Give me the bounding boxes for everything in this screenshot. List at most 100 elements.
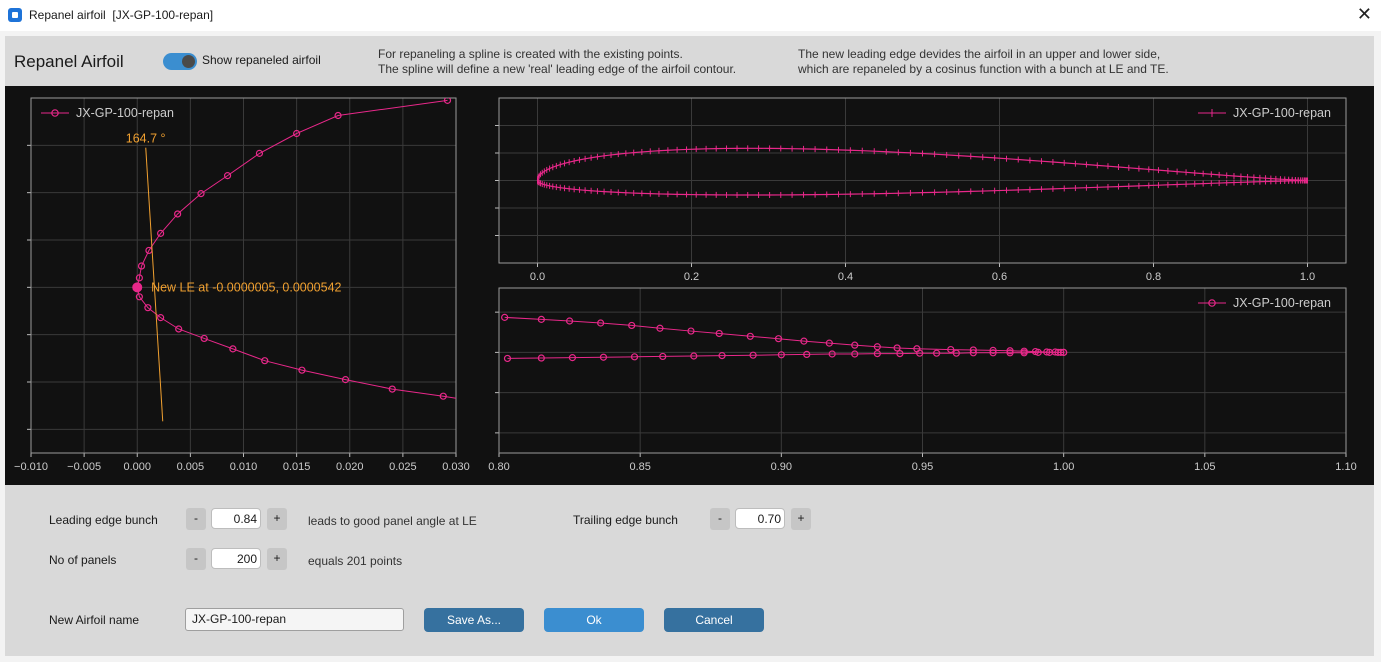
te-upper-point <box>501 313 509 321</box>
panels-minus-button[interactable]: - <box>186 548 206 570</box>
te-lower-point <box>690 352 698 360</box>
te-plot-xtick-label: 1.00 <box>1053 461 1074 473</box>
te-lower-point <box>851 350 859 358</box>
plot-area: −0.010 −0.005 0.000 0.005 0.010 0.015 0.020 0.0… <box>5 86 1374 485</box>
te-lower-point <box>1060 348 1068 356</box>
te-bunch-plus-button[interactable]: + <box>791 508 811 530</box>
le-curve-point <box>157 229 165 237</box>
le-bunch-note: leads to good panel angle at LE <box>308 514 477 528</box>
te-lower-point <box>568 354 577 362</box>
overview-plot-axes: 0.0 0.2 0.4 0.6 0.8 1.0 <box>495 97 1347 283</box>
cancel-button[interactable]: Cancel <box>664 608 764 632</box>
le-plot-xtick-label: 0.020 <box>336 461 364 473</box>
te-lower-point <box>933 349 941 357</box>
te-upper-point <box>628 321 636 330</box>
te-plot-xtick-label: 0.85 <box>629 461 650 473</box>
te-upper-point <box>715 329 723 338</box>
te-plot-frame <box>498 287 1347 454</box>
overview-plot-xtick-label: 0.6 <box>992 271 1007 283</box>
le-plot-xtick-label: −0.010 <box>14 461 48 473</box>
te-lower-point <box>599 353 608 361</box>
show-repaneled-label: Show repaneled airfoil <box>202 53 321 67</box>
window-titlebar: Repanel airfoil [JX-GP-100-repan] ✕ <box>0 0 1381 31</box>
le-curve-point <box>144 304 152 312</box>
le-curve-point <box>229 345 237 353</box>
te-lower-point <box>828 350 836 358</box>
le-curve-point <box>255 149 264 157</box>
overview-plot-xtick-label: 0.0 <box>530 271 545 283</box>
te-upper-point <box>687 327 695 335</box>
le-curve-point <box>175 325 183 333</box>
te-lower-point <box>916 349 924 357</box>
le-bunch-minus-button[interactable]: - <box>186 508 206 530</box>
le-bunch-input[interactable]: 0.84 <box>211 508 261 529</box>
te-lower-point <box>969 349 977 357</box>
te-lower-point <box>537 354 545 362</box>
te-lower-point <box>718 352 726 360</box>
overview-series <box>536 145 1308 199</box>
info-cosinus-line1: The new leading edge devides the airfoil… <box>798 47 1161 61</box>
te-lower-point <box>803 350 811 359</box>
le-curve-point <box>137 262 146 270</box>
te-lower-point <box>989 349 997 357</box>
te-upper-point <box>774 335 783 343</box>
info-spline-line1: For repaneling a spline is created with … <box>378 47 683 61</box>
te-plot-xtick-label: 0.90 <box>771 461 792 473</box>
te-upper-point <box>746 332 754 340</box>
te-upper-point <box>825 339 833 347</box>
close-icon[interactable]: ✕ <box>1356 4 1372 24</box>
le-plot-xtick-label: −0.005 <box>67 461 101 473</box>
te-upper-point <box>537 315 545 323</box>
le-plot-xtick-label: 0.015 <box>283 461 311 473</box>
panels-input[interactable]: 200 <box>211 548 261 569</box>
le-bunch-plus-button[interactable]: + <box>267 508 287 530</box>
le-curve-point <box>293 129 301 138</box>
info-cosinus: The new leading edge devides the airfoil… <box>798 47 1169 77</box>
te-plot-xtick-label: 0.80 <box>488 461 509 473</box>
overview-plot-xtick-label: 0.2 <box>684 271 699 283</box>
info-cosinus-line2: which are repaneled by a cosinus functio… <box>798 62 1169 76</box>
te-series <box>501 313 1068 363</box>
airfoil-name-input[interactable]: JX-GP-100-repan <box>185 608 404 631</box>
dialog-heading: Repanel Airfoil <box>14 52 124 71</box>
te-lower-point <box>630 353 639 361</box>
te-upper-point <box>800 337 808 345</box>
te-lower-point <box>873 349 881 358</box>
panels-note: equals 201 points <box>308 554 403 568</box>
le-curve-point <box>439 392 447 400</box>
ok-button[interactable]: Ok <box>544 608 644 632</box>
info-spline: For repaneling a spline is created with … <box>378 47 736 77</box>
overview-plot-frame <box>498 97 1347 264</box>
te-lower-line <box>507 351 1064 359</box>
le-plot-legend-marker <box>51 109 59 117</box>
save-as-button[interactable]: Save As... <box>424 608 524 632</box>
le-bunch-label: Leading edge bunch <box>49 513 158 527</box>
te-upper-point <box>1006 347 1014 355</box>
le-curve-point <box>197 190 205 198</box>
te-lower-point <box>896 349 904 358</box>
le-angle-label: 164.7 ° <box>126 132 166 146</box>
te-plot-legend-label: JX-GP-100-repan <box>1233 296 1331 310</box>
te-lower-point <box>952 349 960 357</box>
le-curve-point <box>458 396 464 402</box>
le-curve-point <box>174 210 182 218</box>
le-curve-point <box>223 172 232 180</box>
toggle-knob <box>182 55 195 68</box>
panels-plus-button[interactable]: + <box>267 548 287 570</box>
te-lower-point <box>659 352 667 361</box>
le-point-marker <box>132 282 143 293</box>
panels-label: No of panels <box>49 553 117 567</box>
te-plot-xtick-label: 1.05 <box>1194 461 1215 473</box>
show-repaneled-toggle[interactable] <box>163 53 197 70</box>
le-curve-point <box>334 111 342 120</box>
te-bunch-label: Trailing edge bunch <box>573 513 678 527</box>
te-bunch-input[interactable]: 0.70 <box>735 508 785 529</box>
le-series <box>132 98 464 422</box>
te-bunch-minus-button[interactable]: - <box>710 508 730 530</box>
plots-svg[interactable]: −0.010 −0.005 0.000 0.005 0.010 0.015 0.020 0.0… <box>5 86 1374 485</box>
repanel-dialog: Repanel Airfoil Show repaneled airfoil F… <box>5 36 1374 656</box>
te-plot-axes: 0.80 0.85 0.90 0.95 1.00 1.05 1.10 <box>488 287 1357 473</box>
te-upper-point <box>851 341 859 349</box>
te-lower-point <box>503 354 512 363</box>
te-upper-point <box>597 319 605 327</box>
